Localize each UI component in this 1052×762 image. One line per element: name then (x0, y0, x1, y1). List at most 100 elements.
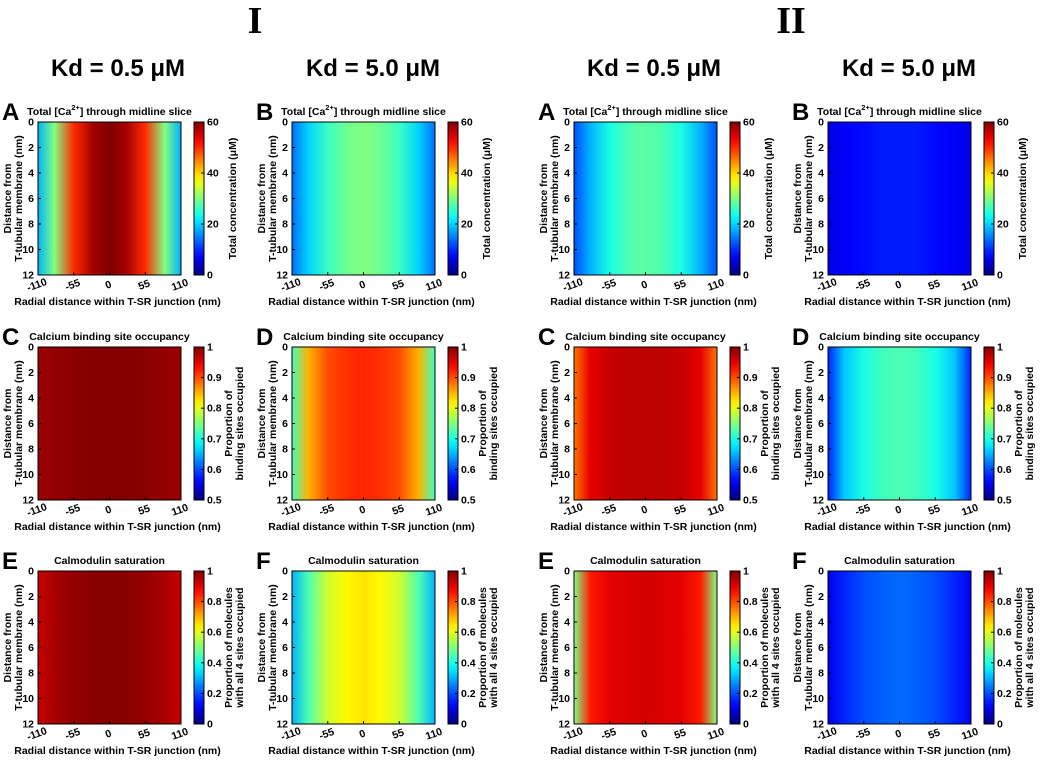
colorbar-tick-label: 0.2 (997, 688, 1012, 700)
y-tick-label: 12 (22, 719, 34, 731)
colorbar-tick-label: 40 (461, 168, 473, 180)
colorbar-label-line1: Proportion of (759, 390, 771, 457)
colorbar-tick-label: 0.4 (997, 657, 1012, 669)
x-axis-label: Radial distance within T-SR junction (nm… (14, 296, 221, 308)
colorbar-tick-label: 0 (461, 270, 467, 282)
y-axis-label-line2: T-tubular membrane (nm) (13, 584, 25, 711)
y-tick-label: 2 (28, 142, 34, 154)
colorbar-tick-label: 0.2 (743, 688, 758, 700)
panel-a-r1c1: A Total [Ca2+] through midline slice02468… (2, 99, 239, 308)
colorbar-tick-label: 0.6 (743, 464, 758, 476)
panel-d-r2c2: D Calcium binding site occupancy024681012… (256, 324, 500, 533)
colorbar-tick-label: 0 (207, 719, 213, 731)
colorbar-tick-label: 0 (461, 719, 467, 731)
x-axis-label: Radial distance within T-SR junction (nm… (804, 521, 1011, 533)
panel-title: Calmodulin saturation (54, 555, 165, 567)
panel-letter: F (792, 548, 807, 575)
x-tick-label: -55 (854, 277, 873, 294)
colorbar-tick-label: 20 (461, 219, 473, 231)
y-axis-label-line1: Distance from (538, 163, 550, 233)
y-tick-label: 0 (282, 566, 288, 578)
colorbar-label-line1: Proportion of (477, 390, 489, 457)
y-tick-label: 8 (818, 444, 824, 456)
x-tick-label: 55 (137, 277, 152, 292)
x-tick-label: 110 (170, 277, 190, 294)
heatmap (828, 122, 971, 275)
heatmap (574, 571, 717, 724)
heatmap (828, 347, 971, 500)
y-axis-label-line2: T-tubular membrane (nm) (549, 360, 561, 487)
y-axis-label-line1: Distance from (2, 612, 14, 682)
colorbar-tick-label: 60 (207, 117, 219, 129)
y-tick-label: 8 (564, 668, 570, 680)
colorbar-tick-label: 0.9 (997, 372, 1012, 384)
x-tick-label: 55 (137, 502, 152, 517)
colorbar-tick-label: 0.2 (207, 688, 222, 700)
y-tick-label: 10 (276, 693, 288, 705)
x-axis-label: Radial distance within T-SR junction (nm… (268, 296, 475, 308)
panel-letter: E (2, 548, 18, 575)
colorbar (983, 121, 995, 276)
colorbar-tick-label: 0 (997, 270, 1003, 282)
y-tick-label: 2 (564, 591, 570, 603)
x-tick-label: 55 (391, 502, 406, 517)
y-tick-label: 10 (812, 244, 824, 256)
section-numeral-I: I (248, 0, 263, 42)
panel-letter: A (538, 99, 555, 126)
colorbar (447, 570, 459, 725)
colorbar-label-line1: Total concentration (μM) (481, 138, 493, 260)
panel-letter: C (538, 324, 555, 351)
colorbar-tick-label: 0.9 (743, 372, 758, 384)
x-tick-label: 110 (170, 726, 190, 743)
colorbar-tick-label: 20 (743, 219, 755, 231)
y-tick-label: 8 (28, 219, 34, 231)
colorbar (193, 121, 205, 276)
y-tick-label: 10 (22, 693, 34, 705)
y-tick-label: 6 (282, 418, 288, 430)
x-tick-label: -55 (318, 502, 337, 519)
x-tick-label: -55 (64, 726, 83, 743)
section-numeral-II: II (776, 0, 806, 42)
y-tick-label: 2 (282, 591, 288, 603)
y-tick-label: 6 (818, 193, 824, 205)
colorbar-tick-label: 0.5 (461, 495, 476, 507)
y-tick-label: 2 (564, 367, 570, 379)
colorbar-label-line1: Total concentration (μM) (763, 138, 775, 260)
y-tick-label: 6 (28, 193, 34, 205)
y-tick-label: 12 (558, 495, 570, 507)
y-tick-label: 6 (282, 642, 288, 654)
y-tick-label: 8 (818, 219, 824, 231)
x-tick-label: 0 (358, 278, 368, 291)
y-tick-label: 6 (564, 193, 570, 205)
x-tick-label: -55 (600, 277, 619, 294)
panel-letter: D (792, 324, 809, 351)
y-tick-label: 6 (564, 642, 570, 654)
colorbar-tick-label: 0.2 (461, 688, 476, 700)
panel-d-r2c4: D Calcium binding site occupancy024681012… (792, 324, 1036, 533)
x-tick-label: 110 (960, 502, 980, 519)
x-tick-label: 0 (640, 727, 650, 740)
y-tick-label: 2 (818, 591, 824, 603)
y-tick-label: 12 (276, 495, 288, 507)
colorbar-label-line1: Proportion of molecules (1013, 587, 1025, 708)
panel-title: Total [Ca2+] through midline slice (281, 103, 446, 118)
x-tick-label: 0 (104, 278, 114, 291)
y-tick-label: 2 (28, 367, 34, 379)
colorbar-tick-label: 0.4 (207, 657, 222, 669)
x-tick-label: 0 (104, 727, 114, 740)
colorbar-tick-label: 0.8 (461, 596, 476, 608)
y-axis-label-line2: T-tubular membrane (nm) (13, 135, 25, 262)
colorbar (447, 121, 459, 276)
colorbar-tick-label: 0.6 (997, 627, 1012, 639)
y-tick-label: 4 (818, 168, 824, 180)
y-tick-label: 10 (22, 469, 34, 481)
colorbar-label-line1: Total concentration (μM) (1017, 138, 1029, 260)
colorbar (193, 570, 205, 725)
y-tick-label: 4 (282, 168, 288, 180)
colorbar-tick-label: 0.8 (997, 403, 1012, 415)
y-tick-label: 6 (28, 642, 34, 654)
heatmap (38, 571, 181, 724)
colorbar-tick-label: 0.6 (461, 464, 476, 476)
